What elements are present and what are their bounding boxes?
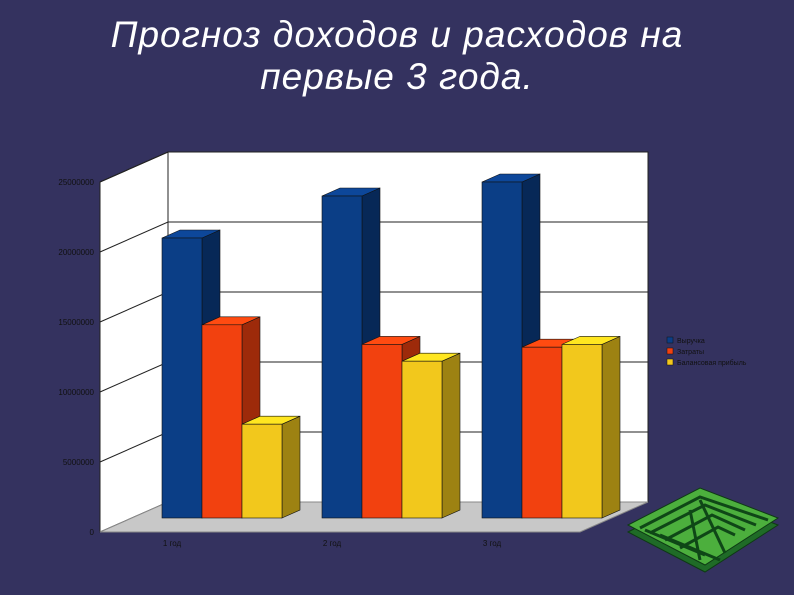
x-tick-label: 1 год [163, 539, 182, 548]
y-tick-label: 0 [90, 528, 95, 537]
legend-swatch [666, 347, 674, 355]
bar [201, 324, 243, 519]
slide-title: Прогноз доходов и расходов на первые 3 г… [0, 14, 794, 98]
bar [521, 346, 563, 519]
maze-wall [639, 495, 769, 530]
bar-side [601, 335, 621, 519]
title-line-2: первые 3 года. [260, 56, 534, 97]
y-tick-label: 10000000 [58, 388, 94, 397]
chart-area: 0 5000000 10000000 15000000 20000000 25000000… [58, 151, 649, 548]
bar [361, 344, 403, 519]
bar-side [281, 415, 301, 519]
maze-wall [649, 503, 757, 535]
bar-side [441, 352, 461, 519]
y-tick-label: 5000000 [63, 458, 95, 467]
bar [161, 237, 203, 519]
green-maze-icon [626, 487, 780, 573]
legend-label: Балансовая прибыль [677, 359, 747, 367]
maze-wall [698, 499, 727, 554]
maze-wall [664, 513, 746, 542]
maze-wall [644, 528, 706, 557]
y-tick-label: 25000000 [58, 178, 94, 187]
bar [401, 360, 443, 519]
x-tick-label: 3 год [483, 539, 502, 548]
x-tick-label: 2 год [323, 539, 342, 548]
maze-wall [679, 525, 736, 550]
bar [241, 423, 283, 519]
bar [561, 344, 603, 519]
bar [481, 181, 523, 519]
legend-swatch [666, 336, 674, 344]
chart-legend: Выручка Затраты Балансовая прибыль [666, 336, 747, 367]
legend-label: Затраты [677, 349, 704, 356]
legend-label: Выручка [677, 338, 705, 345]
chart-side-wall [99, 151, 169, 533]
title-line-1: Прогноз доходов и расходов на [110, 14, 684, 55]
legend-swatch [666, 358, 674, 366]
y-tick-label: 20000000 [58, 248, 94, 257]
maze-top [626, 487, 780, 566]
gridline [99, 151, 648, 183]
y-tick-label: 15000000 [58, 318, 94, 327]
bar [321, 195, 363, 519]
